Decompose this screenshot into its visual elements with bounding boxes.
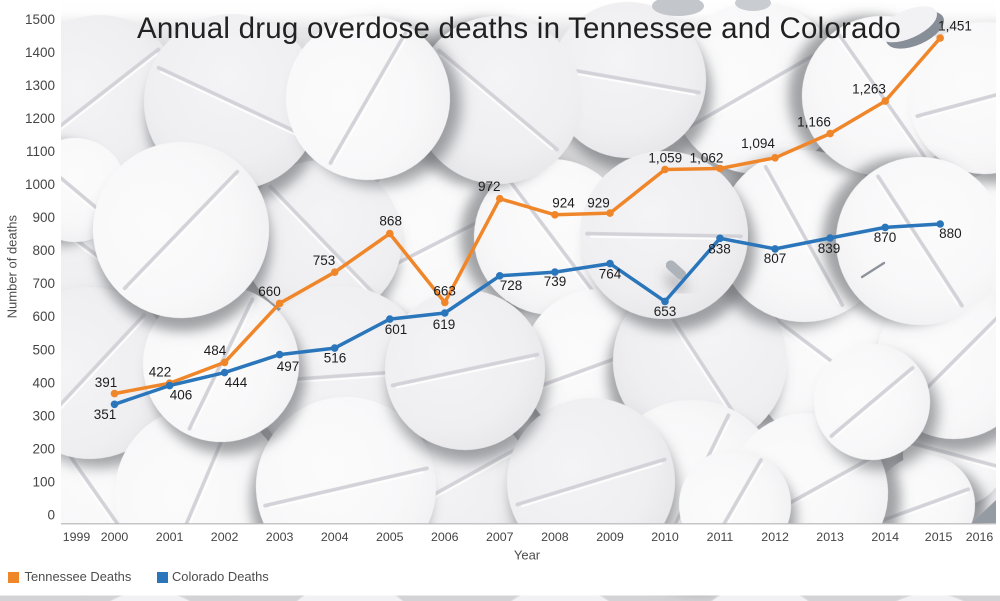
svg-text:1,263: 1,263	[852, 81, 886, 96]
svg-text:972: 972	[478, 179, 501, 194]
svg-text:1,166: 1,166	[797, 114, 831, 129]
svg-text:601: 601	[385, 322, 408, 337]
svg-text:2015: 2015	[925, 530, 953, 544]
svg-text:444: 444	[225, 375, 248, 390]
svg-text:2010: 2010	[651, 530, 679, 544]
svg-text:2005: 2005	[376, 530, 404, 544]
svg-text:Tennessee Deaths: Tennessee Deaths	[25, 569, 132, 584]
svg-text:2003: 2003	[266, 530, 294, 544]
svg-text:Number of deaths: Number of deaths	[4, 215, 19, 319]
svg-text:924: 924	[552, 196, 575, 211]
svg-text:839: 839	[818, 241, 841, 256]
svg-text:880: 880	[939, 226, 962, 241]
svg-text:Annual drug overdose deaths in: Annual drug overdose deaths in Tennessee…	[137, 12, 901, 45]
svg-text:2014: 2014	[871, 530, 899, 544]
svg-text:391: 391	[95, 375, 118, 390]
svg-text:351: 351	[94, 407, 117, 422]
svg-text:870: 870	[874, 230, 897, 245]
svg-text:800: 800	[32, 243, 55, 258]
svg-text:0: 0	[47, 508, 55, 523]
svg-text:660: 660	[258, 284, 281, 299]
svg-text:1400: 1400	[25, 45, 55, 60]
svg-text:838: 838	[708, 242, 731, 257]
svg-text:2004: 2004	[321, 530, 349, 544]
svg-text:100: 100	[32, 475, 55, 490]
svg-text:663: 663	[433, 283, 456, 298]
svg-text:2002: 2002	[211, 530, 239, 544]
svg-text:1,062: 1,062	[690, 150, 724, 165]
svg-text:868: 868	[379, 214, 402, 229]
svg-text:1500: 1500	[25, 12, 55, 27]
svg-text:2000: 2000	[101, 530, 129, 544]
svg-text:500: 500	[32, 342, 55, 357]
svg-text:497: 497	[277, 359, 300, 374]
svg-text:2011: 2011	[707, 530, 734, 544]
svg-text:739: 739	[544, 274, 567, 289]
svg-text:929: 929	[587, 195, 610, 210]
svg-text:807: 807	[764, 251, 787, 266]
svg-text:484: 484	[204, 343, 227, 358]
svg-text:516: 516	[324, 350, 347, 365]
svg-text:2016: 2016	[966, 530, 994, 544]
svg-text:653: 653	[654, 304, 677, 319]
svg-text:2012: 2012	[761, 530, 789, 544]
svg-text:700: 700	[32, 276, 55, 291]
svg-text:619: 619	[433, 317, 456, 332]
svg-text:1100: 1100	[26, 144, 55, 159]
svg-text:2008: 2008	[541, 530, 569, 544]
svg-text:728: 728	[500, 278, 523, 293]
svg-text:2009: 2009	[596, 530, 624, 544]
svg-text:764: 764	[599, 266, 622, 281]
svg-text:400: 400	[32, 375, 55, 390]
svg-text:600: 600	[32, 309, 55, 324]
svg-text:Colorado Deaths: Colorado Deaths	[172, 569, 269, 584]
svg-text:406: 406	[170, 387, 193, 402]
svg-text:Year: Year	[514, 548, 541, 563]
svg-text:2006: 2006	[431, 530, 459, 544]
svg-text:1200: 1200	[25, 111, 55, 126]
svg-text:1300: 1300	[25, 78, 55, 93]
svg-text:1,094: 1,094	[741, 136, 775, 151]
svg-text:1000: 1000	[25, 177, 55, 192]
svg-text:1,451: 1,451	[938, 19, 972, 34]
svg-text:422: 422	[149, 364, 172, 379]
svg-text:1999: 1999	[63, 530, 91, 544]
svg-text:2001: 2001	[156, 530, 184, 544]
svg-text:900: 900	[32, 210, 55, 225]
svg-text:2013: 2013	[816, 530, 844, 544]
svg-text:1,059: 1,059	[648, 151, 682, 166]
svg-text:753: 753	[313, 253, 336, 268]
svg-text:300: 300	[32, 408, 55, 423]
svg-text:200: 200	[32, 441, 55, 456]
svg-text:2007: 2007	[486, 530, 514, 544]
